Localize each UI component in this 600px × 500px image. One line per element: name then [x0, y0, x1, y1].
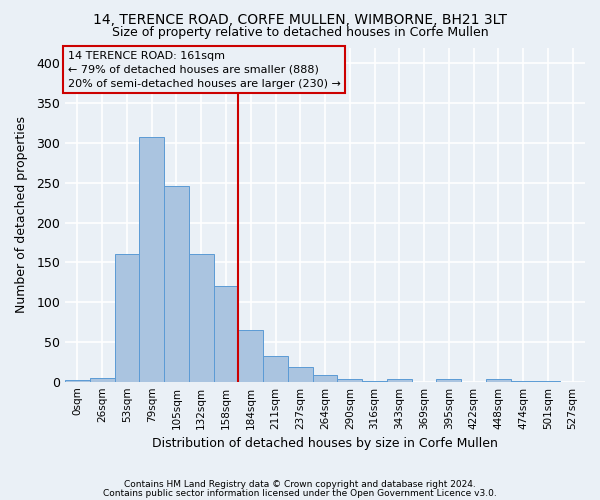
Text: Size of property relative to detached houses in Corfe Mullen: Size of property relative to detached ho…	[112, 26, 488, 39]
Bar	[164, 186, 189, 382]
Text: Contains HM Land Registry data © Crown copyright and database right 2024.: Contains HM Land Registry data © Crown c…	[124, 480, 476, 489]
Bar	[238, 330, 263, 382]
Bar	[288, 368, 313, 382]
Bar	[214, 286, 238, 382]
Text: 14 TERENCE ROAD: 161sqm
← 79% of detached houses are smaller (888)
20% of semi-d: 14 TERENCE ROAD: 161sqm ← 79% of detache…	[68, 51, 341, 89]
Bar	[90, 378, 115, 382]
Bar	[511, 381, 535, 382]
Y-axis label: Number of detached properties: Number of detached properties	[15, 116, 28, 313]
Bar	[263, 356, 288, 382]
Bar	[486, 380, 511, 382]
Bar	[362, 381, 387, 382]
Bar	[139, 136, 164, 382]
Bar	[337, 380, 362, 382]
Bar	[535, 381, 560, 382]
Text: 14, TERENCE ROAD, CORFE MULLEN, WIMBORNE, BH21 3LT: 14, TERENCE ROAD, CORFE MULLEN, WIMBORNE…	[93, 12, 507, 26]
Text: Contains public sector information licensed under the Open Government Licence v3: Contains public sector information licen…	[103, 490, 497, 498]
Bar	[65, 380, 90, 382]
X-axis label: Distribution of detached houses by size in Corfe Mullen: Distribution of detached houses by size …	[152, 437, 498, 450]
Bar	[387, 380, 412, 382]
Bar	[189, 254, 214, 382]
Bar	[115, 254, 139, 382]
Bar	[313, 374, 337, 382]
Bar	[436, 380, 461, 382]
